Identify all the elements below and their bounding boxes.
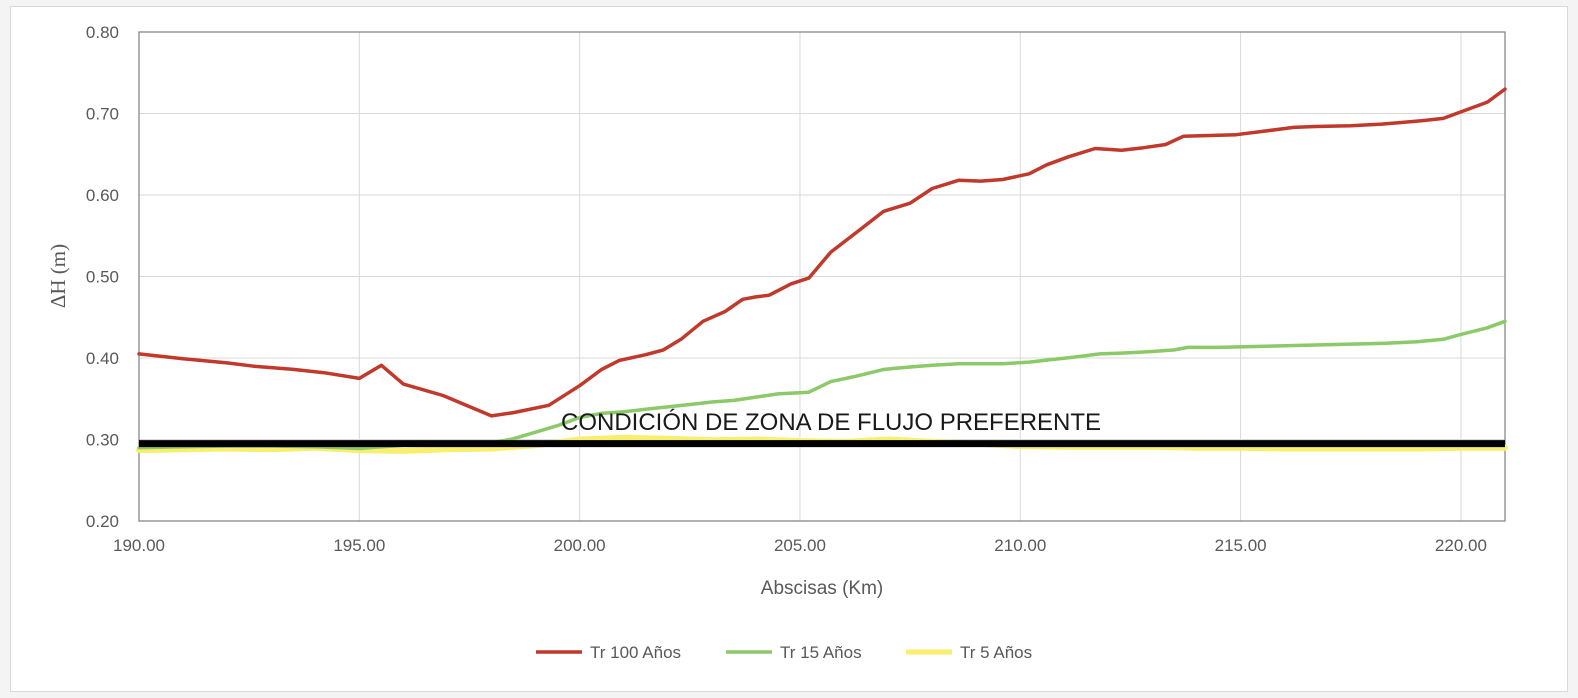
x-tick-label: 210.00 bbox=[994, 536, 1046, 555]
plot-border bbox=[138, 31, 1506, 522]
legend-label: Tr 5 Años bbox=[960, 643, 1032, 662]
legend-label: Tr 15 Años bbox=[780, 643, 862, 662]
x-tick-label: 190.00 bbox=[113, 536, 165, 555]
x-tick-label: 215.00 bbox=[1215, 536, 1267, 555]
x-tick-label: 220.00 bbox=[1435, 536, 1487, 555]
x-tick-label: 205.00 bbox=[774, 536, 826, 555]
y-axis-title: ΔH (m) bbox=[46, 244, 70, 308]
y-tick-label: 0.20 bbox=[86, 512, 119, 531]
x-tick-labels: 190.00 195.00 200.00 205.00 210.00 215.00 220.… bbox=[113, 536, 1487, 555]
chart-svg: 0.20 0.30 0.40 0.50 0.60 0.70 0.80 190.00 195.0… bbox=[46, 23, 1508, 662]
series-line-tr100 bbox=[137, 87, 1507, 418]
x-axis-title: Abscisas (Km) bbox=[761, 578, 883, 599]
y-tick-label: 0.80 bbox=[86, 23, 119, 42]
legend-label: Tr 100 Años bbox=[590, 643, 681, 662]
annotation-text: CONDICIÓN DE ZONA DE FLUJO PREFERENTE bbox=[561, 409, 1101, 436]
y-tick-label: 0.70 bbox=[86, 105, 119, 124]
chart-frame: 0.20 0.30 0.40 0.50 0.60 0.70 0.80 190.00 195.0… bbox=[10, 6, 1568, 692]
y-tick-label: 0.40 bbox=[86, 349, 119, 368]
x-tick-label: 200.00 bbox=[554, 536, 606, 555]
y-tick-label: 0.60 bbox=[86, 186, 119, 205]
y-tick-labels: 0.20 0.30 0.40 0.50 0.60 0.70 0.80 bbox=[86, 23, 119, 531]
y-tick-label: 0.50 bbox=[86, 268, 119, 287]
y-tick-label: 0.30 bbox=[86, 431, 119, 450]
x-tick-label: 195.00 bbox=[333, 536, 385, 555]
legend: Tr 100 Años Tr 15 Años Tr 5 Años bbox=[536, 643, 1032, 662]
